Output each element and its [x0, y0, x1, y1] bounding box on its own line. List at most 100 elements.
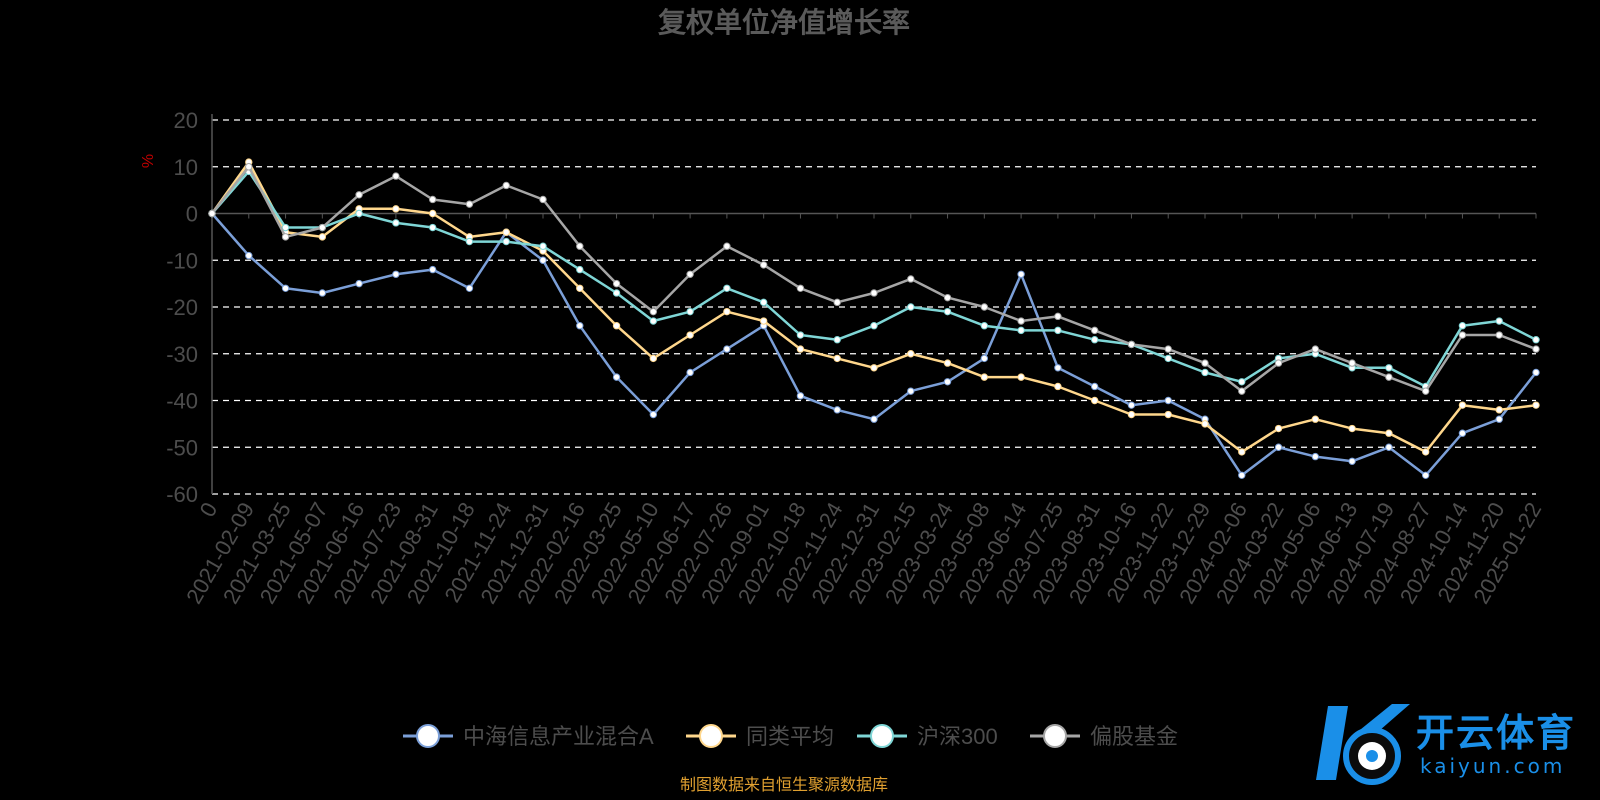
- data-point: [318, 233, 327, 241]
- data-point: [465, 200, 474, 208]
- data-point: [723, 307, 731, 316]
- legend-item-0[interactable]: 中海信息产业混合A: [403, 724, 654, 749]
- y-tick-label: -30: [166, 342, 198, 367]
- data-point: [796, 392, 805, 400]
- data-point: [1201, 368, 1209, 377]
- legend-label: 偏股基金: [1090, 724, 1178, 749]
- data-point: [686, 331, 694, 339]
- data-point: [870, 415, 878, 423]
- data-point: [1495, 317, 1503, 325]
- data-point: [907, 303, 915, 311]
- x-tick-labels: 02021-02-092021-03-252021-05-072021-06-1…: [181, 498, 1546, 608]
- data-point: [539, 242, 547, 250]
- data-point: [1017, 317, 1025, 325]
- data-point: [1090, 396, 1099, 405]
- data-point: [1532, 345, 1540, 353]
- data-point: [796, 331, 805, 339]
- y-tick-label: -10: [166, 248, 198, 273]
- gridlines: [212, 119, 1536, 495]
- data-point: [318, 223, 327, 232]
- data-point: [1238, 387, 1246, 395]
- data-point: [392, 172, 400, 180]
- series-line-3: [211, 165, 1537, 393]
- data-point: [649, 410, 658, 419]
- data-point: [833, 354, 841, 363]
- data-point: [833, 406, 841, 414]
- data-point: [1311, 452, 1320, 461]
- data-point: [1495, 331, 1503, 339]
- y-tick-labels: 20 10 0 -10 -20 -30 -40 -50 -60: [166, 108, 198, 507]
- data-point: [1054, 326, 1062, 335]
- data-point: [1127, 401, 1136, 409]
- data-point: [1385, 443, 1393, 451]
- legend-marker: [416, 724, 440, 748]
- data-point: [1274, 424, 1283, 433]
- data-point: [428, 223, 437, 232]
- axes: [211, 114, 1537, 494]
- data-point: [1164, 410, 1172, 419]
- data-point: [612, 289, 621, 297]
- data-point: [428, 265, 437, 274]
- data-point: [943, 378, 952, 386]
- data-point: [1532, 368, 1540, 377]
- data-point: [870, 322, 878, 330]
- y-axis-label: %: [140, 154, 157, 168]
- y-tick-label: -40: [166, 389, 198, 414]
- data-point: [943, 359, 952, 367]
- data-point: [1238, 471, 1246, 479]
- data-point: [1458, 429, 1467, 437]
- data-point: [539, 195, 547, 204]
- data-point: [1017, 373, 1025, 381]
- data-point: [245, 251, 253, 260]
- data-point: [980, 373, 989, 381]
- data-point: [1385, 429, 1393, 437]
- data-point: [428, 209, 437, 218]
- data-point: [1164, 354, 1172, 363]
- data-point: [576, 242, 584, 250]
- data-point: [1274, 359, 1283, 367]
- data-point: [612, 279, 621, 288]
- data-point: [1054, 382, 1062, 391]
- data-point: [281, 284, 290, 292]
- y-tick-label: -50: [166, 435, 198, 460]
- data-point: [833, 298, 841, 307]
- data-point: [1421, 448, 1430, 456]
- data-point: [1017, 326, 1025, 335]
- y-tick-label: -60: [166, 482, 198, 507]
- data-point: [1054, 312, 1062, 321]
- legend-label: 沪深300: [917, 724, 998, 749]
- data-point: [465, 237, 474, 246]
- data-point: [943, 293, 952, 302]
- data-point: [759, 261, 768, 269]
- data-point: [870, 289, 878, 297]
- data-point: [907, 275, 915, 283]
- data-point: [980, 354, 989, 363]
- data-point: [1385, 364, 1393, 372]
- data-point: [723, 284, 731, 292]
- data-point: [1274, 443, 1283, 451]
- data-point: [1090, 326, 1099, 335]
- y-tick-label: 10: [174, 155, 198, 180]
- data-point: [355, 279, 363, 288]
- y-tick-label: 20: [174, 108, 198, 133]
- data-point: [428, 195, 437, 204]
- data-point: [1458, 322, 1467, 330]
- data-point: [1348, 359, 1356, 367]
- legend-item-1[interactable]: 同类平均: [686, 724, 834, 749]
- data-point: [907, 387, 915, 395]
- logo-subtext: kaiyun.com: [1420, 754, 1566, 778]
- logo-emblem-icon: [1316, 704, 1410, 785]
- data-point: [1495, 406, 1503, 414]
- legend-item-2[interactable]: 沪深300: [857, 724, 998, 749]
- data-point: [1532, 401, 1540, 409]
- data-point: [1458, 331, 1467, 339]
- legend-item-3[interactable]: 偏股基金: [1030, 724, 1178, 749]
- data-point: [833, 336, 841, 344]
- source-note: 制图数据来自恒生聚源数据库: [680, 776, 888, 794]
- data-point: [355, 191, 363, 199]
- data-point: [1311, 345, 1320, 353]
- data-point: [1201, 420, 1209, 428]
- data-point: [1201, 359, 1209, 367]
- legend: 中海信息产业混合A 同类平均 沪深300 偏股基金: [403, 724, 1178, 749]
